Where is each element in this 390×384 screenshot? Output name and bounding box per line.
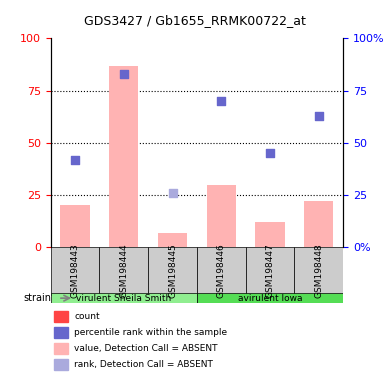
Point [72, 156, 78, 162]
FancyBboxPatch shape [148, 247, 197, 295]
Text: rank, Detection Call = ABSENT: rank, Detection Call = ABSENT [74, 360, 213, 369]
Text: avirulent Iowa: avirulent Iowa [238, 294, 302, 303]
FancyBboxPatch shape [197, 293, 343, 303]
Text: value, Detection Call = ABSENT: value, Detection Call = ABSENT [74, 344, 218, 353]
Bar [148, 38, 197, 247]
Point [121, 71, 127, 77]
FancyBboxPatch shape [99, 247, 148, 295]
Bar [54, 359, 68, 371]
Bar [54, 343, 68, 354]
FancyBboxPatch shape [197, 247, 246, 295]
FancyBboxPatch shape [246, 247, 294, 295]
Point [316, 113, 322, 119]
Bar [51, 38, 99, 247]
Bar [60, 205, 90, 247]
Bar [255, 222, 285, 247]
Text: GDS3427 / Gb1655_RRMK00722_at: GDS3427 / Gb1655_RRMK00722_at [84, 14, 306, 27]
Text: percentile rank within the sample: percentile rank within the sample [74, 328, 227, 337]
Point [267, 150, 273, 156]
Text: GSM198445: GSM198445 [168, 243, 177, 298]
Bar [246, 38, 294, 247]
Text: virulent Sheila Smith: virulent Sheila Smith [76, 294, 172, 303]
Text: GSM198447: GSM198447 [266, 243, 275, 298]
Text: GSM198444: GSM198444 [119, 243, 128, 298]
Bar [197, 38, 246, 247]
Text: GSM198446: GSM198446 [217, 243, 226, 298]
Bar [304, 201, 333, 247]
Text: GSM198448: GSM198448 [314, 243, 323, 298]
Point [218, 98, 225, 104]
Bar [109, 66, 138, 247]
Bar [207, 185, 236, 247]
Text: GSM198443: GSM198443 [71, 243, 80, 298]
Text: strain: strain [24, 293, 51, 303]
FancyBboxPatch shape [51, 293, 197, 303]
Bar [294, 38, 343, 247]
Bar [99, 38, 148, 247]
Bar [54, 327, 68, 338]
FancyBboxPatch shape [294, 247, 343, 295]
Bar [158, 233, 187, 247]
FancyBboxPatch shape [51, 247, 99, 295]
Bar [54, 311, 68, 322]
Point [169, 190, 176, 196]
Text: count: count [74, 312, 100, 321]
